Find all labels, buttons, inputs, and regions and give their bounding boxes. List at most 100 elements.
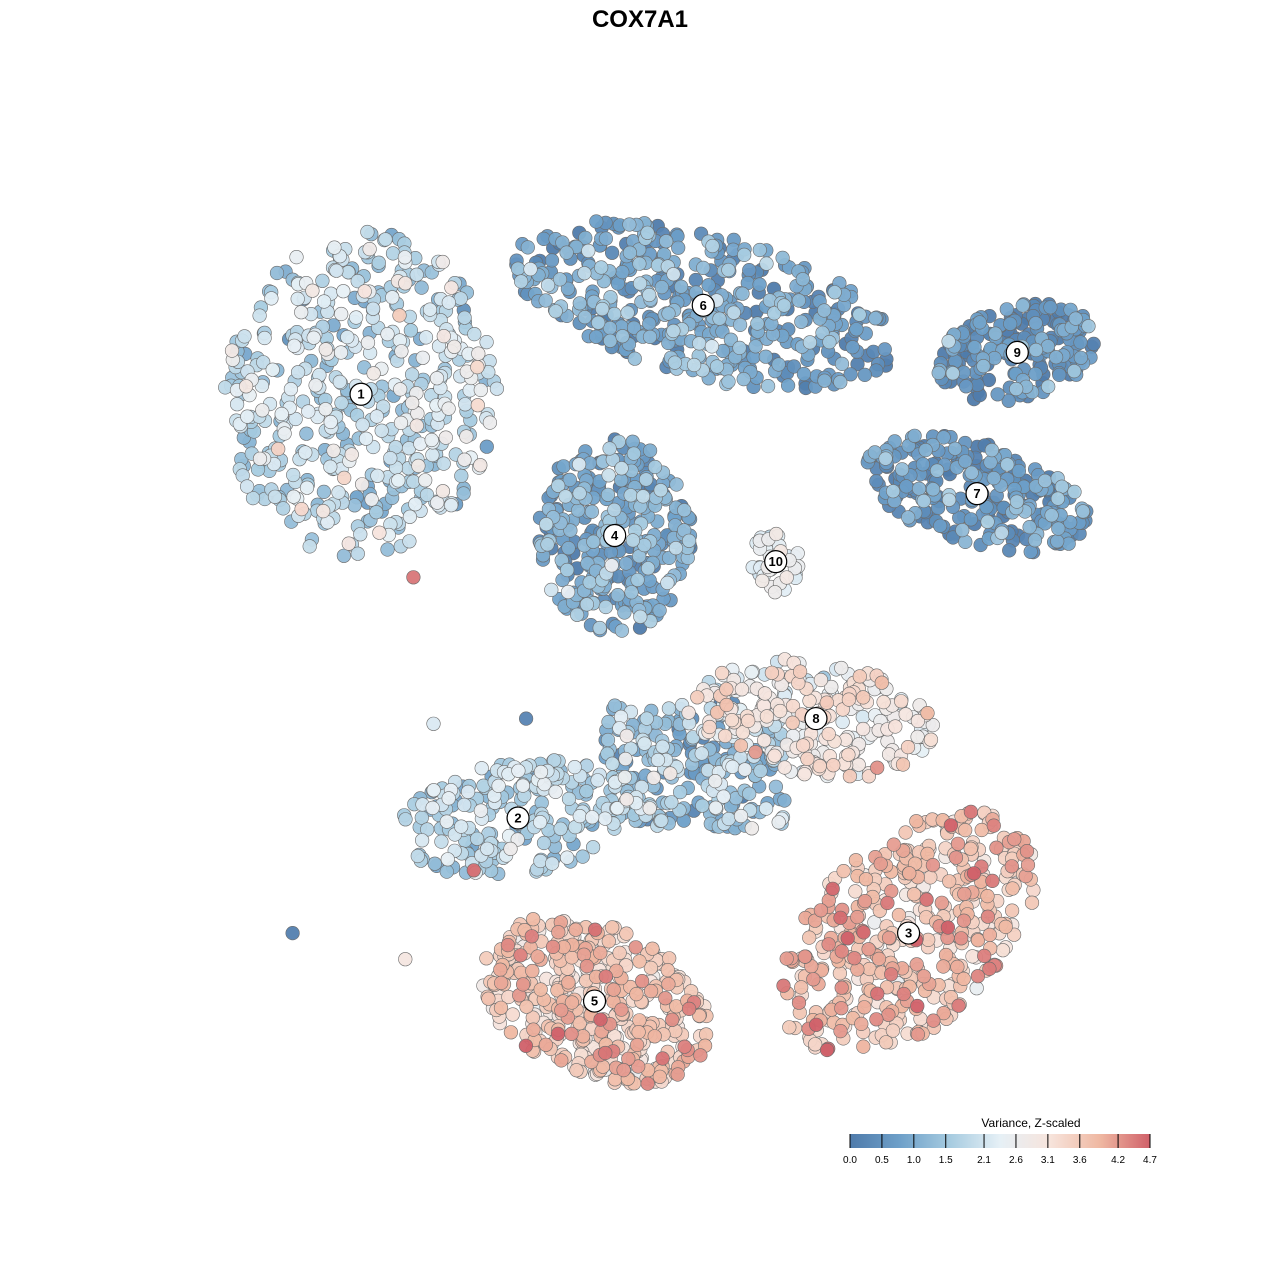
data-point xyxy=(640,225,655,240)
data-point xyxy=(615,329,630,344)
data-point xyxy=(631,1024,646,1040)
data-point xyxy=(1037,473,1053,489)
data-point xyxy=(457,310,472,325)
data-point xyxy=(439,814,454,829)
data-point xyxy=(439,864,454,879)
data-point xyxy=(692,336,707,351)
data-point xyxy=(294,502,309,517)
data-point xyxy=(884,967,899,982)
data-point xyxy=(776,298,792,313)
data-point xyxy=(1004,859,1019,874)
data-point xyxy=(494,975,509,991)
data-point xyxy=(704,339,720,354)
data-point xyxy=(548,784,563,800)
data-point xyxy=(538,293,553,308)
data-point xyxy=(988,326,1003,341)
data-point xyxy=(661,550,677,566)
data-point xyxy=(705,238,720,254)
data-point xyxy=(511,763,526,778)
data-point xyxy=(371,255,386,270)
data-point xyxy=(536,835,552,851)
data-point xyxy=(500,937,516,953)
data-point xyxy=(532,814,548,830)
data-point xyxy=(579,597,595,612)
data-point xyxy=(355,477,370,492)
data-point xyxy=(899,479,914,494)
data-point xyxy=(776,978,791,993)
data-point xyxy=(536,231,551,246)
data-point xyxy=(453,291,468,306)
data-point xyxy=(435,484,451,499)
data-point xyxy=(642,443,658,458)
data-point xyxy=(593,1012,608,1027)
data-point xyxy=(721,374,736,389)
data-point xyxy=(515,778,531,793)
data-point xyxy=(265,362,280,377)
data-point xyxy=(652,1069,667,1084)
data-point xyxy=(385,290,400,305)
data-point xyxy=(628,940,643,955)
data-point xyxy=(513,948,528,963)
data-point xyxy=(256,355,271,370)
data-point xyxy=(523,262,538,277)
data-point xyxy=(806,972,821,987)
data-point xyxy=(861,942,876,957)
data-point xyxy=(855,709,870,725)
data-point xyxy=(821,937,836,952)
data-point xyxy=(332,374,347,390)
data-point xyxy=(605,756,620,771)
data-point xyxy=(693,1048,708,1063)
legend-tick-label: 3.6 xyxy=(1073,1155,1087,1166)
data-point xyxy=(827,285,842,300)
data-point xyxy=(929,463,945,478)
data-point xyxy=(369,409,384,424)
data-point xyxy=(688,272,703,288)
data-point xyxy=(267,489,283,504)
data-point xyxy=(737,247,752,262)
data-point xyxy=(854,1016,869,1032)
data-point xyxy=(306,330,321,345)
data-point xyxy=(602,441,617,456)
data-point xyxy=(708,800,723,815)
data-point xyxy=(833,910,848,925)
data-point xyxy=(664,795,679,810)
data-point xyxy=(702,719,717,735)
data-point xyxy=(767,585,783,600)
data-point xyxy=(888,719,903,734)
data-point xyxy=(554,1003,569,1018)
data-point xyxy=(575,1029,591,1044)
data-point xyxy=(677,1039,692,1054)
legend-colorbar xyxy=(850,1134,1150,1148)
data-point xyxy=(376,399,391,414)
data-point xyxy=(479,439,494,454)
data-point xyxy=(589,214,604,229)
data-point xyxy=(834,660,849,676)
data-point xyxy=(719,697,734,713)
data-point xyxy=(871,951,887,967)
data-point xyxy=(524,929,539,944)
data-point xyxy=(759,256,774,271)
data-point xyxy=(605,920,620,935)
data-point xyxy=(792,664,808,679)
cluster-label-text: 9 xyxy=(1014,345,1021,360)
data-point xyxy=(733,738,749,753)
data-point xyxy=(1020,857,1036,873)
data-point xyxy=(967,340,982,355)
legend-tick-label: 1.5 xyxy=(939,1155,953,1166)
data-point xyxy=(667,355,683,370)
data-point xyxy=(1050,534,1065,549)
data-point xyxy=(709,359,725,374)
data-point xyxy=(526,912,541,927)
data-point xyxy=(856,690,871,705)
data-point xyxy=(655,739,670,754)
data-point xyxy=(980,888,995,904)
data-point xyxy=(666,323,681,339)
data-point xyxy=(271,441,286,457)
data-point xyxy=(840,931,855,946)
data-point xyxy=(640,1076,655,1091)
data-point xyxy=(369,505,384,520)
data-point xyxy=(436,329,451,344)
data-point xyxy=(558,489,573,504)
data-point xyxy=(398,276,413,291)
